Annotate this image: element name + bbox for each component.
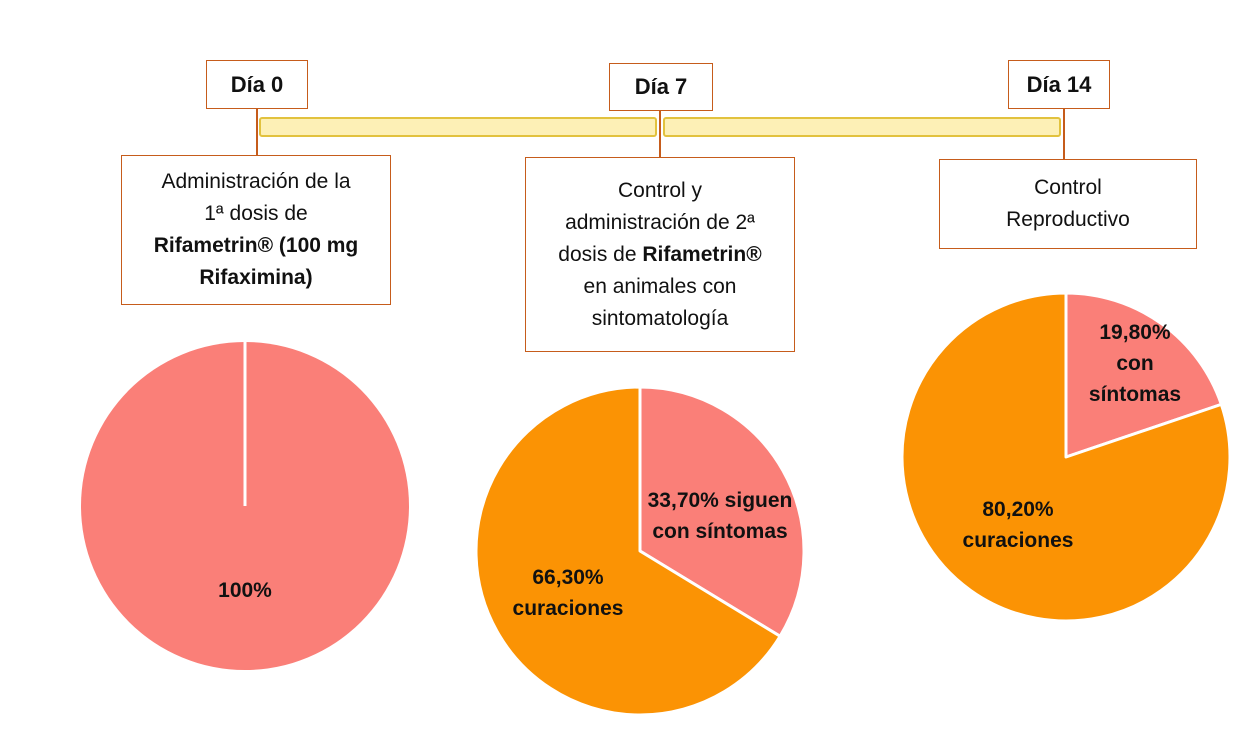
day-7-label: Día 7 [609, 63, 713, 111]
pie-3-label-cured: 80,20% curaciones [948, 494, 1088, 556]
step-2-line-4: en animales con [583, 274, 737, 298]
pie-3-cured-line-1: 80,20% [982, 498, 1054, 521]
timeline-bar-segment-1 [259, 117, 657, 137]
pie-3-symptoms-line-3: síntomas [1088, 383, 1182, 406]
pie-2-symptoms-line-1: 33,70% siguen [647, 489, 793, 512]
pie-3-slice-cured [900, 291, 1232, 623]
step-1-line-4: Rifaximina) [199, 266, 313, 289]
connector-line-day14 [1063, 107, 1065, 160]
pie-1-symptoms-value: 100% [218, 579, 272, 602]
pie-1-label-symptoms: 100% [195, 575, 295, 606]
pie-2-cured-line-1: 66,30% [532, 566, 604, 589]
step-2-line-3: dosis de Rifametrin® [558, 239, 761, 271]
pie-3-label-symptoms: 19,80% con síntomas [1080, 317, 1190, 410]
step-2-product-name: Rifametrin® [642, 242, 762, 266]
day-14-text: Día 14 [1026, 71, 1092, 97]
connector-line-day7 [659, 110, 661, 158]
step-2-description: Control y administración de 2ª dosis de … [525, 157, 795, 352]
pie-3-symptoms-line-2: con [1116, 352, 1154, 375]
timeline-bar-segment-2 [663, 117, 1061, 137]
step-2-line-3-prefix: dosis de [558, 242, 643, 266]
pie-2-slice-symptoms [638, 385, 806, 638]
pie-2-symptoms-line-2: con síntomas [652, 520, 788, 543]
step-1-line-3: Rifametrin® (100 mg [153, 234, 359, 257]
step-1-line-2: 1ª dosis de [204, 202, 308, 225]
pie-2-slice-cured [474, 385, 782, 717]
pie-2-label-cured: 66,30% curaciones [498, 562, 638, 624]
pie-2-cured-line-2: curaciones [512, 597, 624, 620]
step-2-line-2: administración de 2ª [565, 210, 755, 234]
step-1-line-1: Administración de la [161, 170, 351, 193]
step-1-description: Administración de la 1ª dosis de Rifamet… [121, 155, 391, 305]
pie-2-label-symptoms: 33,70% siguen con síntomas [630, 485, 810, 547]
step-3-line-1: Control [1034, 176, 1102, 199]
day-0-text: Día 0 [230, 71, 284, 97]
day-0-label: Día 0 [206, 60, 308, 109]
step-2-line-5: sintomatología [591, 306, 729, 330]
step-2-line-1: Control y [617, 178, 703, 202]
step-3-line-2: Reproductivo [1006, 208, 1130, 231]
connector-line-day0 [256, 108, 258, 156]
day-14-label: Día 14 [1008, 60, 1110, 109]
day-7-text: Día 7 [634, 74, 688, 99]
pie-3-cured-line-2: curaciones [962, 529, 1074, 552]
pie-3-symptoms-line-1: 19,80% [1099, 321, 1171, 344]
step-3-description: Control Reproductivo [939, 159, 1197, 249]
